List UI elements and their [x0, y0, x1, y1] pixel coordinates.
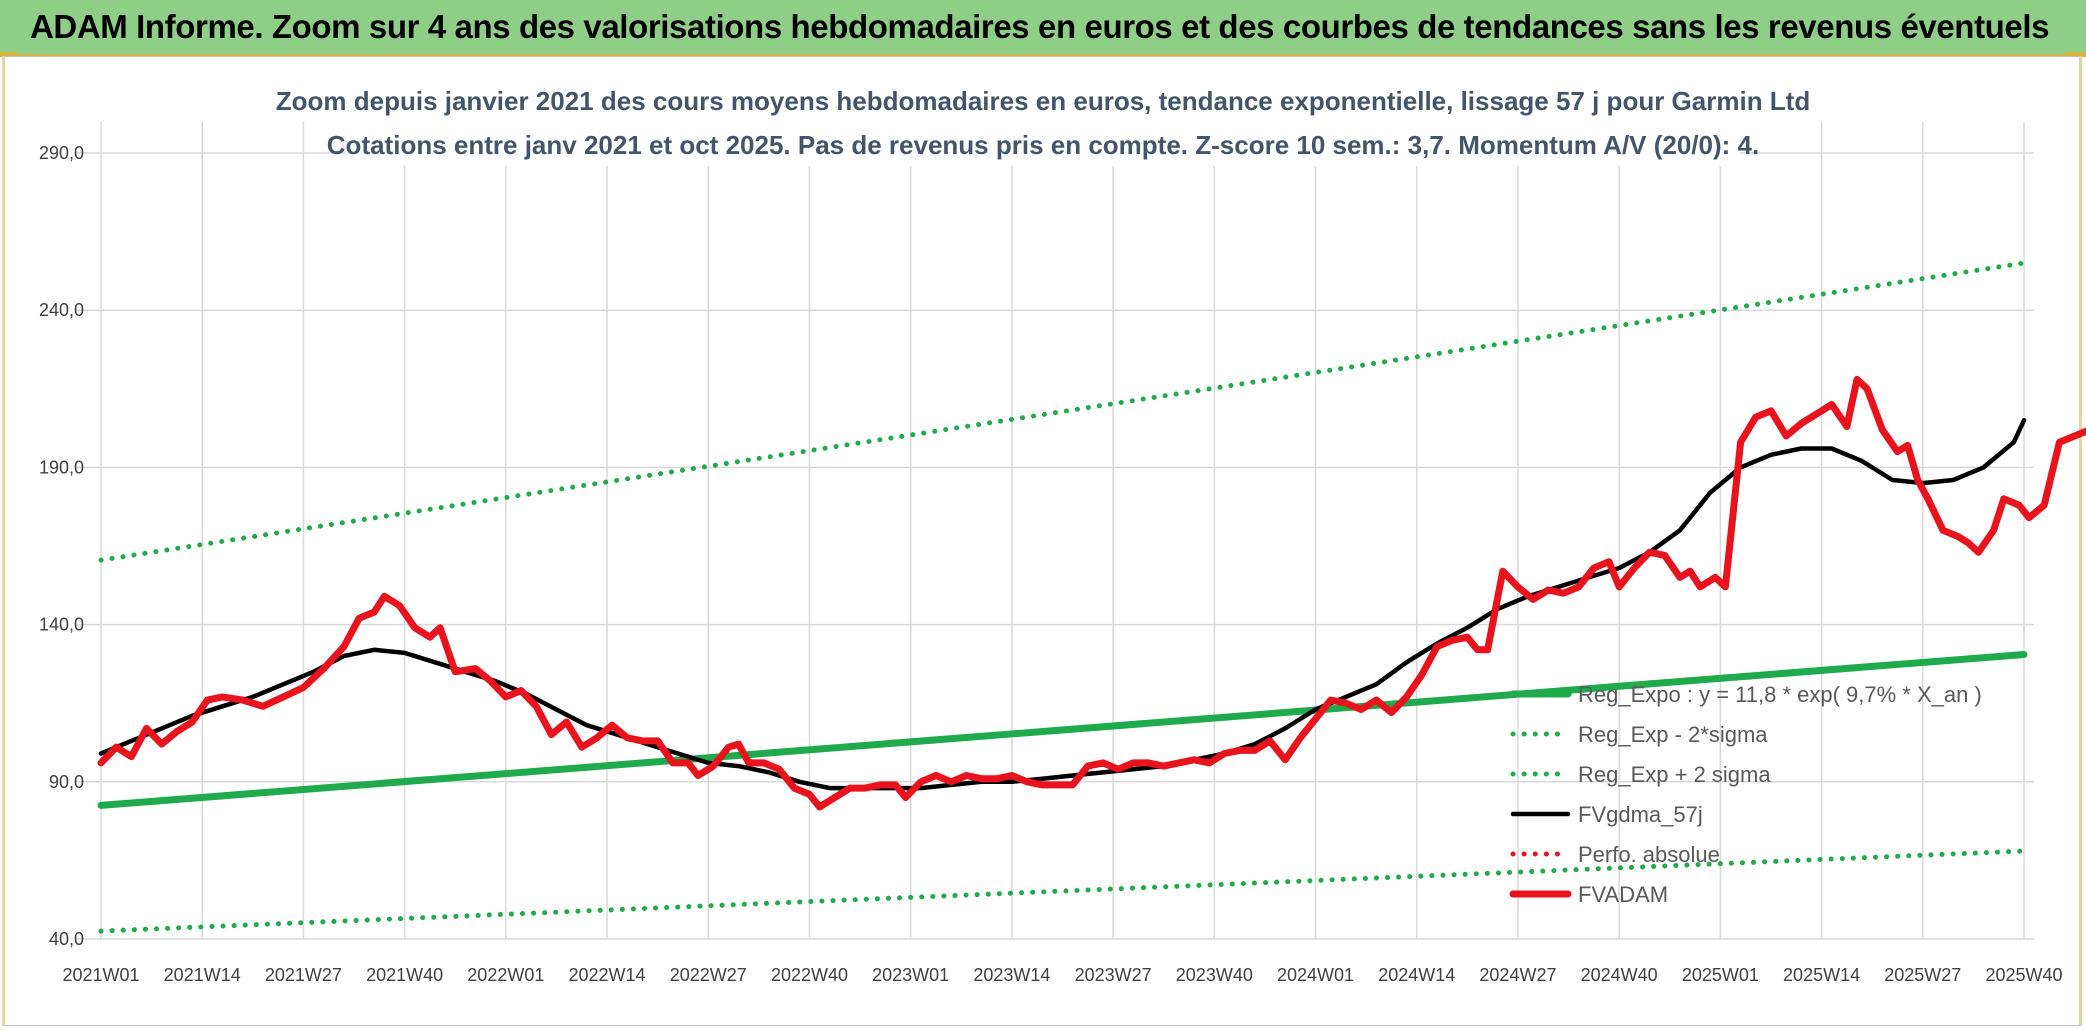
- x-tick-label: 2023W27: [1075, 965, 1152, 985]
- x-tick-label: 2024W01: [1277, 965, 1354, 985]
- legend-label: FVADAM: [1578, 882, 1668, 907]
- banner-accent-right: [2066, 52, 2086, 57]
- x-tick-label: 2024W40: [1581, 965, 1658, 985]
- x-tick-label: 2022W27: [670, 965, 747, 985]
- chart-frame: [2, 56, 2082, 1026]
- series-layer: [97, 260, 2086, 934]
- series-line-2: [98, 260, 2027, 563]
- x-axis-ticks: 2021W01 2021W14 2021W27 2021W40 2022W01 2022W…: [62, 965, 2062, 985]
- x-tick-label: 2021W27: [265, 965, 342, 985]
- x-tick-label: 2023W01: [872, 965, 949, 985]
- y-tick-label: 40,0: [49, 929, 84, 949]
- banner-accent-left: [0, 52, 18, 57]
- x-tick-label: 2024W14: [1378, 965, 1455, 985]
- series-line-1: [98, 848, 2027, 934]
- x-tick-label: 2025W14: [1783, 965, 1860, 985]
- y-tick-label: 90,0: [49, 772, 84, 792]
- x-tick-label: 2021W01: [62, 965, 139, 985]
- banner-title: ADAM Informe. Zoom sur 4 ans des valoris…: [30, 8, 2050, 45]
- legend: Reg_Expo : y = 11,8 * exp( 9,7% * X_an )…: [1509, 682, 1982, 907]
- legend-label: Reg_Exp - 2*sigma: [1578, 722, 1768, 747]
- gridlines: [76, 122, 2034, 940]
- x-tick-label: 2025W27: [1884, 965, 1961, 985]
- title-background: [345, 80, 1740, 166]
- x-tick-label: 2022W01: [467, 965, 544, 985]
- y-axis-ticks: 40,0 90,0 140,0 190,0 240,0 290,0: [39, 143, 84, 949]
- x-tick-label: 2022W14: [569, 965, 646, 985]
- y-tick-label: 190,0: [39, 457, 84, 477]
- x-tick-label: 2022W40: [771, 965, 848, 985]
- report-banner: ADAM Informe. Zoom sur 4 ans des valoris…: [0, 0, 2086, 56]
- y-tick-label: 240,0: [39, 300, 84, 320]
- series-line-3: [98, 417, 2027, 791]
- legend-label: Reg_Expo : y = 11,8 * exp( 9,7% * X_an ): [1578, 682, 1982, 707]
- x-tick-label: 2025W01: [1682, 965, 1759, 985]
- y-tick-label: 290,0: [39, 143, 84, 163]
- legend-label: Perfo. absolue: [1578, 842, 1720, 867]
- y-tick-label: 140,0: [39, 615, 84, 635]
- series-line-5: [97, 375, 2086, 811]
- chart-title-line2: Cotations entre janv 2021 et oct 2025. P…: [327, 130, 1759, 160]
- x-tick-label: 2024W27: [1479, 965, 1556, 985]
- x-tick-label: 2023W40: [1176, 965, 1253, 985]
- x-tick-label: 2021W40: [366, 965, 443, 985]
- x-tick-label: 2021W14: [164, 965, 241, 985]
- legend-label: FVgdma_57j: [1578, 802, 1703, 827]
- chart-title-line1: Zoom depuis janvier 2021 des cours moyen…: [276, 86, 1810, 116]
- series-line-0: [97, 651, 2028, 809]
- legend-label: Reg_Exp + 2 sigma: [1578, 762, 1771, 787]
- x-tick-label: 2023W14: [973, 965, 1050, 985]
- x-tick-label: 2025W40: [1985, 965, 2062, 985]
